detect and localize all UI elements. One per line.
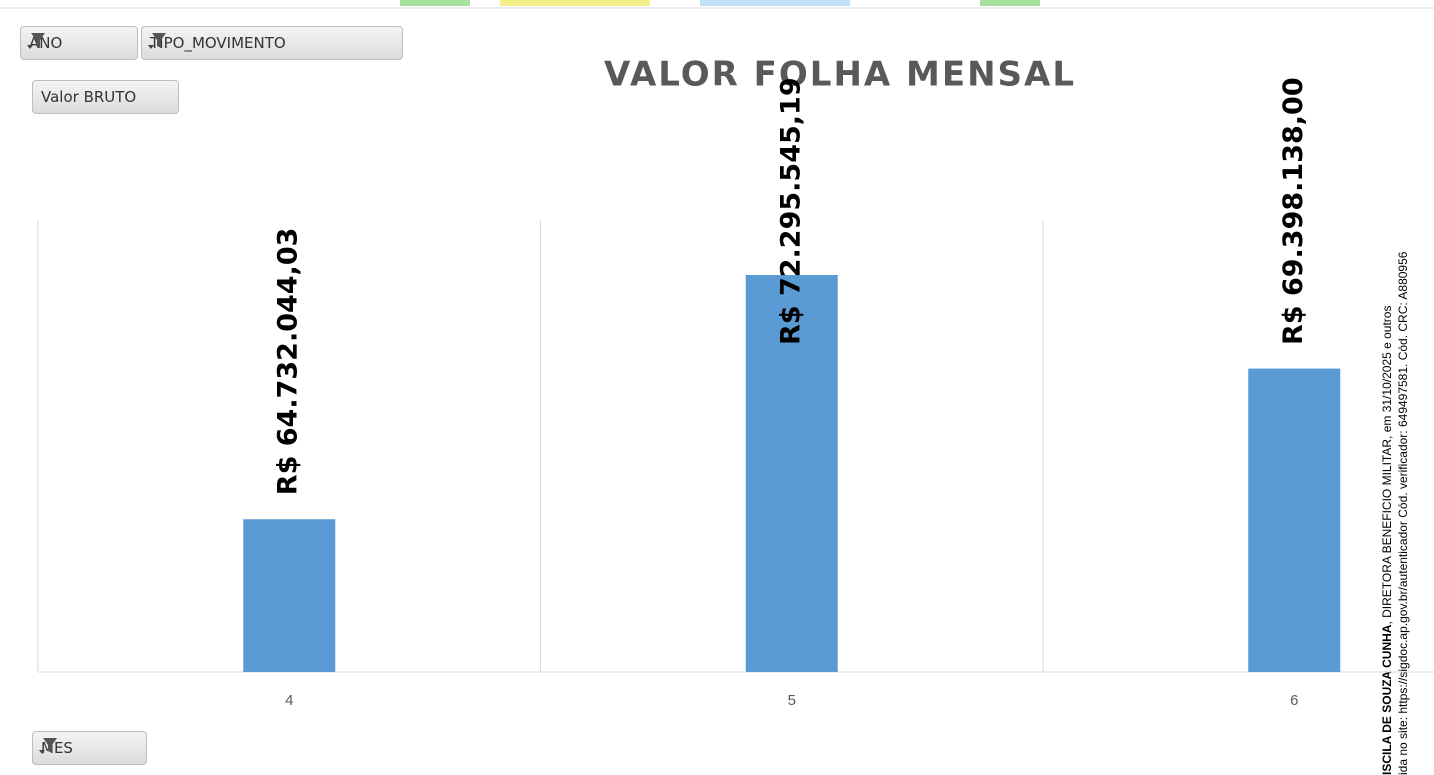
data-label: R$ 72.295.545,19 bbox=[775, 77, 806, 345]
filter-icon bbox=[27, 33, 45, 49]
watermark-line: ida no site: https://sigdoc.ap.gov.br/au… bbox=[1396, 251, 1410, 775]
watermark-line: ISCILA DE SOUZA CUNHA, DIRETORA BENEFICI… bbox=[1380, 306, 1394, 775]
watermark-signer: ISCILA DE SOUZA CUNHA bbox=[1380, 624, 1394, 775]
filter-icon bbox=[39, 738, 57, 754]
x-tick-label: 6 bbox=[1290, 692, 1298, 709]
value-field-button[interactable]: Valor BRUTO bbox=[32, 80, 179, 114]
bar bbox=[243, 519, 336, 672]
filter-icon bbox=[148, 33, 166, 49]
filter-button[interactable]: TIPO_MOVIMENTO bbox=[141, 26, 403, 60]
logo-stripe bbox=[400, 0, 470, 6]
filter-label: TIPO_MOVIMENTO bbox=[150, 34, 286, 52]
x-tick-label: 4 bbox=[285, 692, 293, 709]
bar bbox=[745, 275, 838, 672]
x-tick-label: 5 bbox=[788, 692, 796, 709]
filter-button[interactable]: ANO bbox=[20, 26, 138, 60]
bar bbox=[1248, 368, 1341, 672]
chart-title: VALOR FOLHA MENSAL bbox=[604, 55, 1076, 95]
watermark-text: , DIRETORA BENEFICIO MILITAR, em 31/10/2… bbox=[1380, 306, 1394, 625]
logo-stripe bbox=[500, 0, 650, 6]
data-label: R$ 64.732.044,03 bbox=[273, 228, 304, 496]
logo-stripe bbox=[980, 0, 1040, 6]
filter-button[interactable]: MES bbox=[32, 731, 147, 765]
field-label: Valor BRUTO bbox=[41, 88, 137, 106]
data-label: R$ 69.398.138,00 bbox=[1278, 77, 1309, 345]
logo-stripe bbox=[700, 0, 850, 6]
